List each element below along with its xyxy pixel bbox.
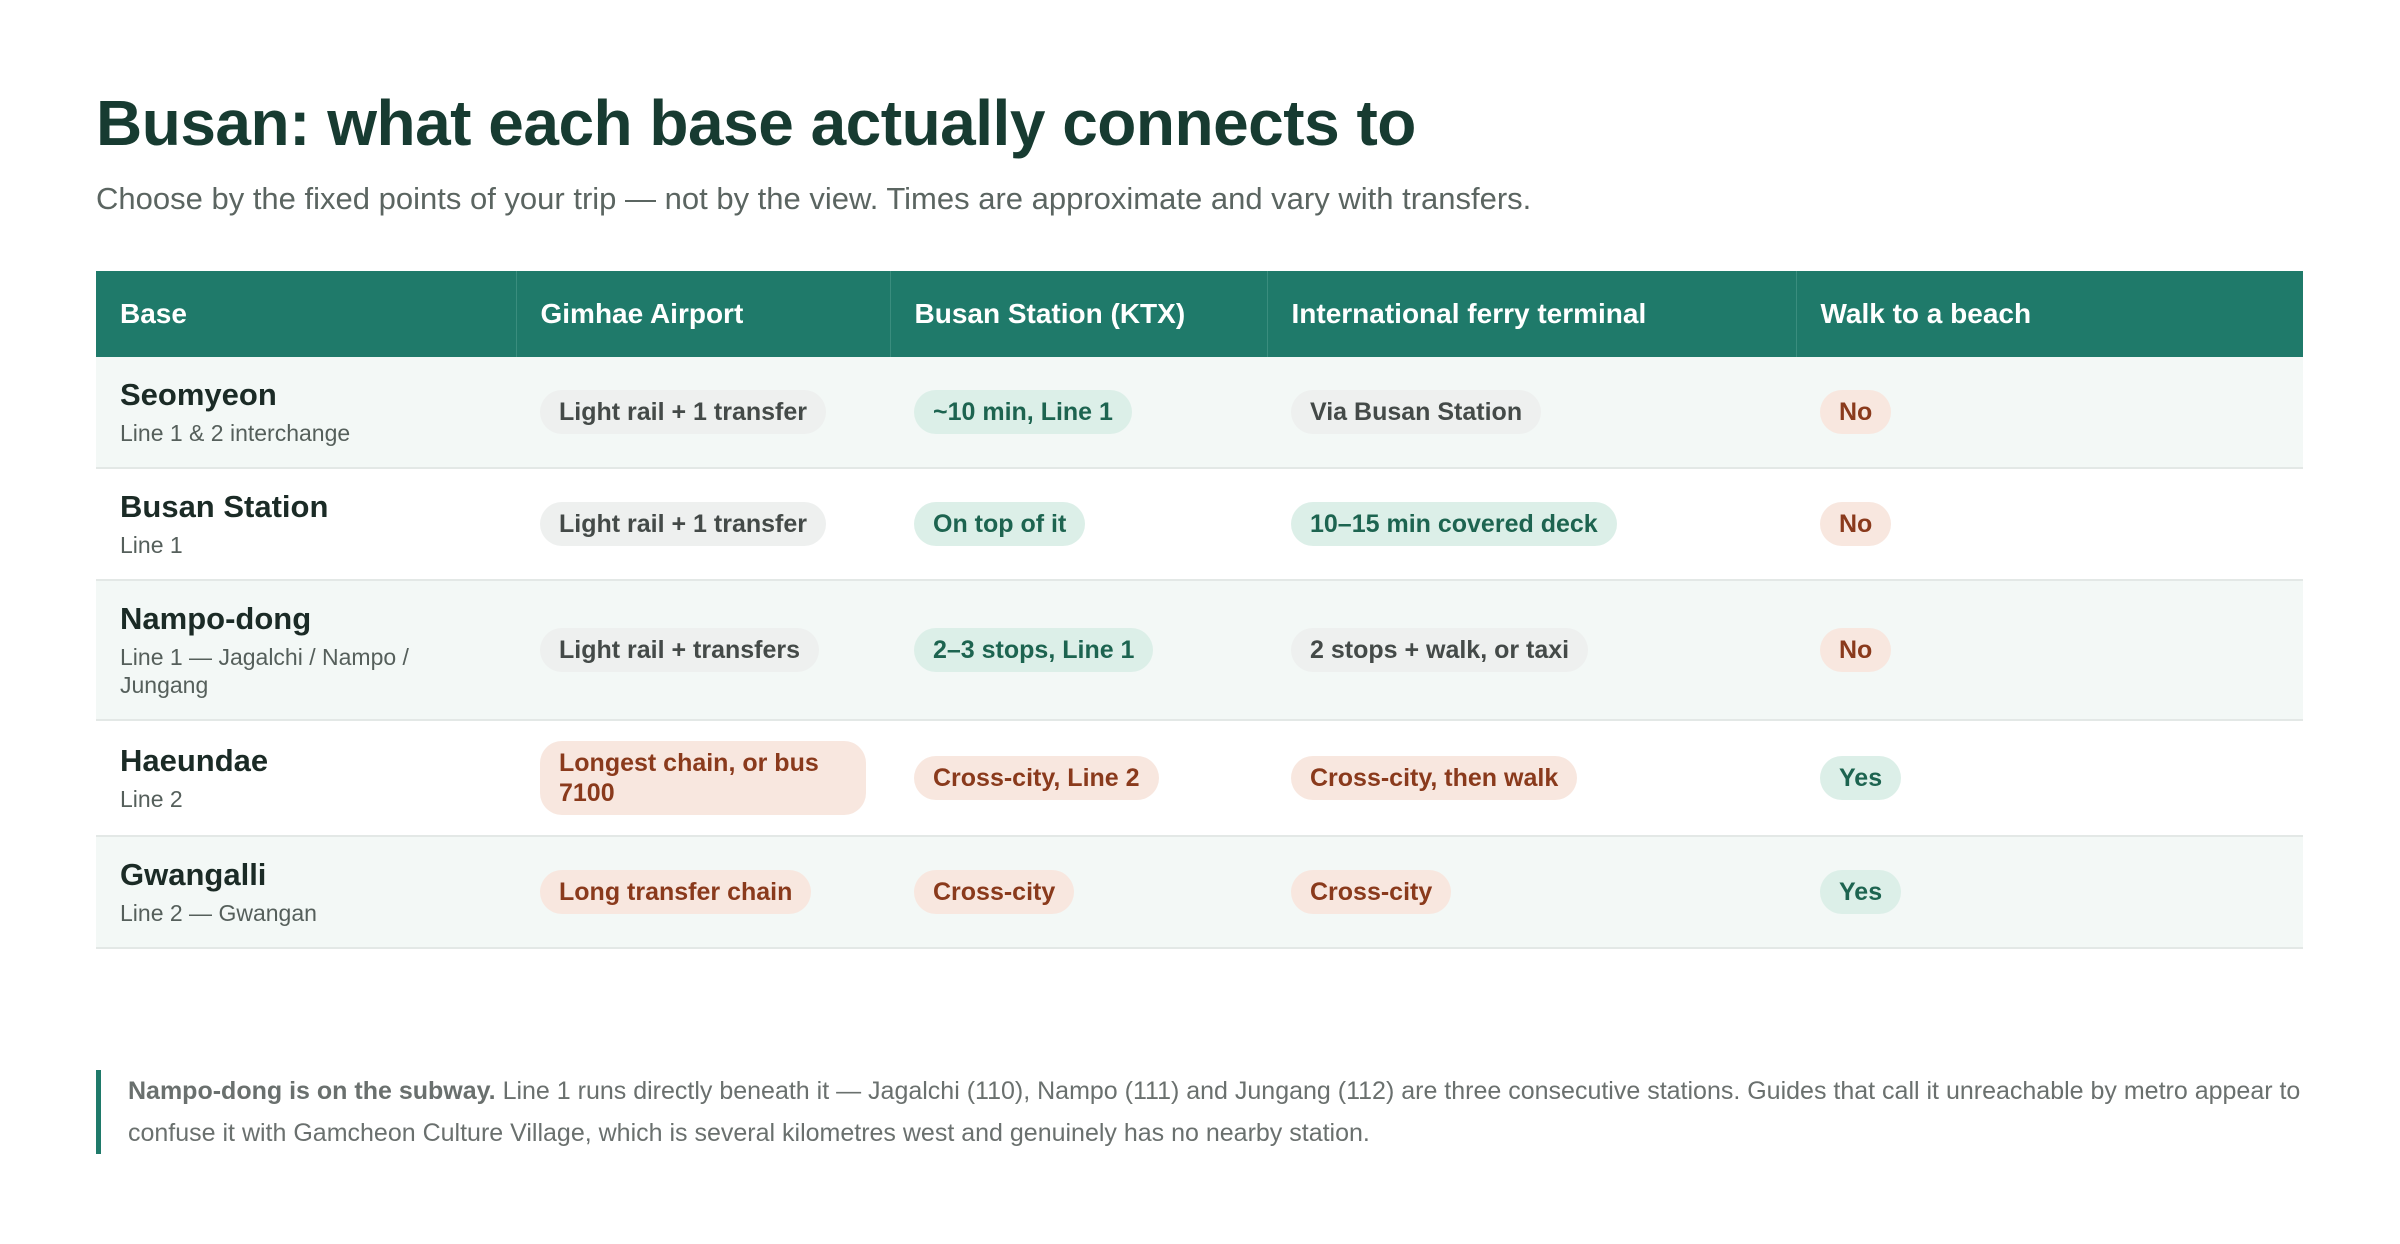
- table-row: Busan Station Line 1 Light rail + 1 transf…: [96, 468, 2303, 581]
- table-cell: Longest chain, or bus 7100: [516, 720, 890, 837]
- pill: On top of it: [914, 502, 1086, 546]
- base-lines: Line 2: [120, 786, 183, 812]
- header-row: Base Gimhae Airport Busan Station (KTX) Int…: [96, 271, 2303, 357]
- table-cell: Cross-city: [1267, 836, 1796, 949]
- table-cell: No: [1796, 580, 2303, 721]
- table-cell: 10–15 min covered deck: [1267, 468, 1796, 581]
- table-cell: On top of it: [890, 468, 1267, 581]
- pill: Cross-city: [1291, 870, 1452, 914]
- table-row: Seomyeon Line 1 & 2 interchange Light rail…: [96, 357, 2303, 469]
- pill: No: [1820, 390, 1892, 434]
- column-header: Gimhae Airport: [516, 271, 891, 357]
- table-cell: Cross-city, then walk: [1267, 720, 1796, 837]
- base-name: Seomyeon: [120, 377, 277, 412]
- base-name: Gwangalli: [120, 857, 267, 892]
- pill: 2–3 stops, Line 1: [914, 628, 1154, 672]
- pill: Light rail + 1 transfer: [540, 390, 826, 434]
- note: Nampo-dong is on the subway. Line 1 runs…: [96, 1070, 2308, 1154]
- pill: Yes: [1820, 870, 1902, 914]
- note-lead: Nampo-dong is on the subway.: [128, 1077, 496, 1105]
- pill: 2 stops + walk, or taxi: [1291, 628, 1589, 672]
- base-lines: Line 1 — Jagalchi / Nampo / Jungang: [120, 644, 409, 698]
- table-cell: 2–3 stops, Line 1: [890, 580, 1267, 721]
- pill: Light rail + 1 transfer: [540, 502, 826, 546]
- table-cell: ~10 min, Line 1: [890, 357, 1267, 469]
- base-name: Haeundae: [120, 743, 269, 778]
- title: Busan: what each base actually connects …: [96, 87, 1416, 159]
- subtitle: Choose by the fixed points of your trip …: [96, 181, 1532, 216]
- note-text: Line 1 runs directly beneath it — Jagalc…: [128, 1077, 2301, 1147]
- base-cell: Gwangalli Line 2 — Gwangan: [96, 836, 516, 949]
- base-lines: Line 1: [120, 532, 183, 558]
- table-cell: Light rail + 1 transfer: [516, 468, 890, 581]
- base-cell: Seomyeon Line 1 & 2 interchange: [96, 357, 516, 469]
- column-header: Walk to a beach: [1796, 271, 2303, 357]
- column-header: Base: [96, 271, 517, 357]
- pill: Cross-city, then walk: [1291, 756, 1578, 800]
- pill: Light rail + transfers: [540, 628, 820, 672]
- base-cell: Busan Station Line 1: [96, 468, 516, 581]
- pill: Cross-city: [914, 870, 1075, 914]
- pill: Long transfer chain: [540, 870, 812, 914]
- table-cell: Via Busan Station: [1267, 357, 1796, 469]
- table-cell: No: [1796, 357, 2303, 469]
- table-cell: Yes: [1796, 836, 2303, 949]
- column-header: Busan Station (KTX): [890, 271, 1268, 357]
- pill: Longest chain, or bus 7100: [540, 741, 866, 815]
- table-cell: Yes: [1796, 720, 2303, 837]
- base-name: Busan Station: [120, 489, 329, 524]
- table-cell: Long transfer chain: [516, 836, 890, 949]
- pill: No: [1820, 502, 1892, 546]
- table-cell: No: [1796, 468, 2303, 581]
- pill: 10–15 min covered deck: [1291, 502, 1617, 546]
- table-cell: Light rail + transfers: [516, 580, 890, 721]
- column-header: International ferry terminal: [1267, 271, 1797, 357]
- pill: Yes: [1820, 756, 1902, 800]
- table-row: Haeundae Line 2 Longest chain, or bus 7100…: [96, 720, 2303, 837]
- table-row: Gwangalli Line 2 — Gwangan Long transfer c…: [96, 836, 2303, 949]
- table-row: Nampo-dong Line 1 — Jagalchi / Nampo / Ju…: [96, 580, 2303, 721]
- table-cell: Cross-city: [890, 836, 1267, 949]
- base-lines: Line 1 & 2 interchange: [120, 420, 351, 446]
- base-lines: Line 2 — Gwangan: [120, 900, 317, 926]
- base-name: Nampo-dong: [120, 601, 312, 636]
- table-cell: 2 stops + walk, or taxi: [1267, 580, 1796, 721]
- base-cell: Haeundae Line 2: [96, 720, 516, 837]
- table-cell: Light rail + 1 transfer: [516, 357, 890, 469]
- pill: ~10 min, Line 1: [914, 390, 1132, 434]
- pill: No: [1820, 628, 1892, 672]
- table: Base Gimhae Airport Busan Station (KTX) Int…: [96, 271, 2303, 949]
- base-cell: Nampo-dong Line 1 — Jagalchi / Nampo / Ju…: [96, 580, 516, 721]
- table-body: Seomyeon Line 1 & 2 interchange Light rail…: [96, 357, 2303, 949]
- pill: Via Busan Station: [1291, 390, 1542, 434]
- table-cell: Cross-city, Line 2: [890, 720, 1267, 837]
- pill: Cross-city, Line 2: [914, 756, 1159, 800]
